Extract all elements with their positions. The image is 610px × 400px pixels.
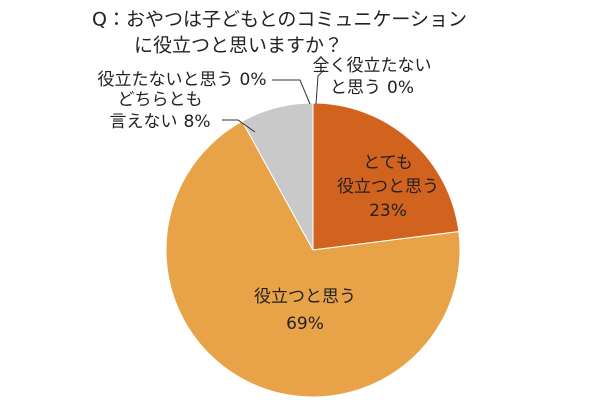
category-label: と思う	[330, 78, 381, 98]
value-label: 69%	[286, 314, 324, 334]
chart-title: Q：おやつは子どもとのコミュニケーション	[92, 9, 467, 31]
pie	[165, 102, 461, 398]
slice-label: とても	[363, 153, 413, 173]
slice-label: 言えない 8%	[110, 112, 211, 132]
category-label: 役立つと思う	[337, 177, 439, 197]
chart-title: に役立つと思いますか？	[134, 35, 343, 57]
slice-label: 役立つと思う	[254, 287, 356, 307]
value-label: 0%	[387, 78, 414, 98]
leader-line	[272, 79, 311, 105]
category-label: とても	[363, 153, 413, 173]
category-label: どちらとも	[118, 90, 203, 110]
category-label: 役立つと思う	[254, 287, 356, 307]
category-label: 言えない	[110, 112, 178, 132]
pie-slice	[165, 120, 461, 398]
slice-label: と思う 0%	[330, 78, 414, 98]
leader-line	[222, 119, 256, 133]
pie-slice	[241, 102, 314, 251]
value-label: 0%	[240, 70, 267, 90]
pie-slice	[312, 102, 460, 251]
category-label: 全く役立たない	[313, 56, 432, 76]
slice-label: 役立つと思う	[337, 177, 439, 197]
leader-line	[315, 69, 325, 105]
value-label: 8%	[184, 112, 211, 132]
slice-label: どちらとも	[118, 90, 203, 110]
value-label: 23%	[369, 201, 407, 221]
slice-label: 役立たないと思う 0%	[98, 70, 267, 90]
slice-label: 全く役立たない	[313, 56, 432, 76]
category-label: 役立たないと思う	[98, 70, 234, 90]
